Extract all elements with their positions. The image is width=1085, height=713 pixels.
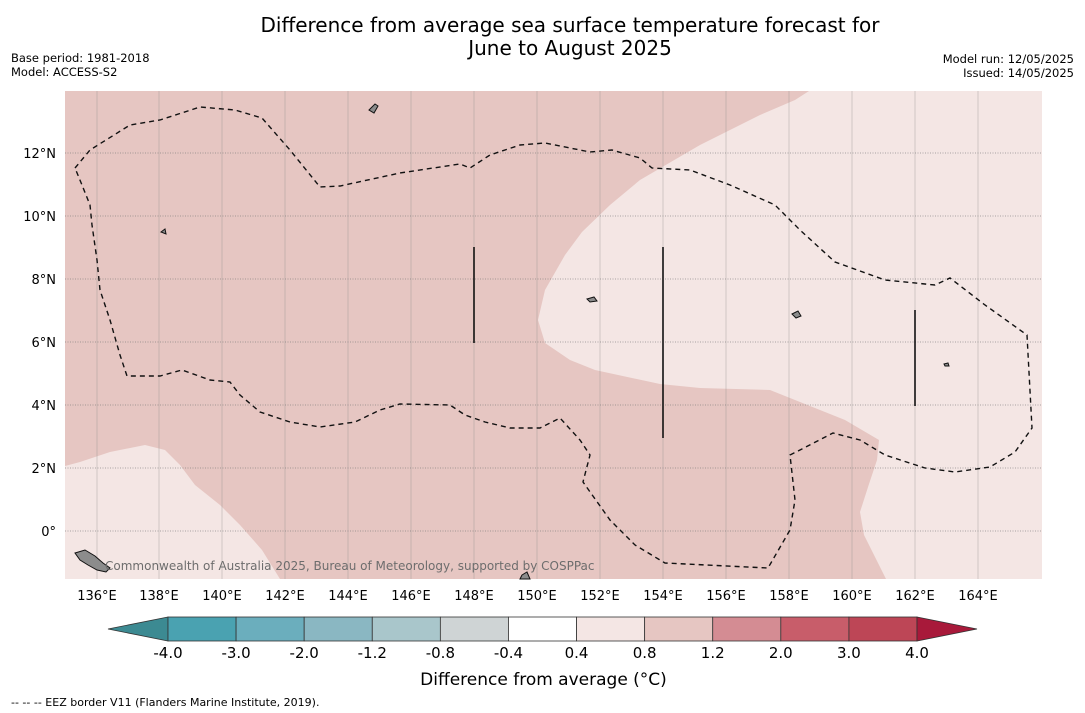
island-kosrae	[943, 362, 950, 367]
colorbar-segment	[576, 616, 646, 642]
colorbar-tick-label: -3.0	[221, 644, 250, 662]
colorbar-segment	[167, 616, 237, 642]
island-new-guinea-coast	[74, 549, 111, 573]
issued-date: Issued: 14/05/2025	[963, 66, 1074, 80]
lon-tick-138: 138°E	[139, 589, 179, 604]
colorbar-segment	[439, 616, 509, 642]
colorbar-tick-label: 1.2	[701, 644, 725, 662]
island-yap	[159, 228, 167, 235]
lon-tick-136: 136°E	[77, 589, 117, 604]
colorbar-segment	[644, 616, 714, 642]
colorbar-segment	[303, 616, 373, 642]
colorbar-tick-label: -1.2	[358, 644, 387, 662]
lon-tick-142: 142°E	[265, 589, 305, 604]
anomaly-region-light-west	[65, 445, 280, 579]
colorbar-tick-label: 0.8	[633, 644, 657, 662]
colorbar-segment	[712, 616, 782, 642]
lat-tick-8n: 8°N	[32, 273, 57, 288]
island-pohnpei	[791, 310, 802, 319]
island-manus	[519, 571, 531, 580]
anomaly-region-light-east	[538, 91, 1042, 579]
lon-tick-162: 162°E	[895, 589, 935, 604]
island-chuuk	[586, 296, 598, 303]
model-run: Model run: 12/05/2025	[942, 52, 1074, 66]
lon-tick-150: 150°E	[517, 589, 557, 604]
colorbar-tick-label: -0.4	[494, 644, 523, 662]
lon-tick-148: 148°E	[454, 589, 494, 604]
base-period: Base period: 1981-2018	[11, 51, 150, 65]
lat-gridlines	[65, 152, 1042, 532]
lon-tick-146: 146°E	[391, 589, 431, 604]
lon-tick-158: 158°E	[769, 589, 809, 604]
lat-tick-12n: 12°N	[23, 147, 56, 162]
lat-tick-6n: 6°N	[32, 336, 57, 351]
lon-tick-156: 156°E	[706, 589, 746, 604]
colorbar-tick-label: 4.0	[905, 644, 929, 662]
model-name: Model: ACCESS-S2	[11, 65, 118, 79]
lon-tick-144: 144°E	[328, 589, 368, 604]
colorbar-tick-label: 0.4	[565, 644, 589, 662]
colorbar-tick-label: -2.0	[290, 644, 319, 662]
lon-tick-140: 140°E	[202, 589, 242, 604]
colorbar-segment	[780, 616, 850, 642]
colorbar-tick-label: 3.0	[837, 644, 861, 662]
meta-right: Model run: 12/05/2025 Issued: 14/05/2025	[943, 52, 1074, 80]
colorbar-extend-high	[916, 616, 978, 642]
colorbar-title: Difference from average (°C)	[420, 670, 667, 690]
colorbar-tick-label: 2.0	[769, 644, 793, 662]
lat-tick-2n: 2°N	[32, 462, 57, 477]
credit-text: Commonwealth of Australia 2025, Bureau o…	[105, 559, 595, 573]
colorbar-segment	[371, 616, 441, 642]
colorbar-tick-label: -0.8	[426, 644, 455, 662]
lat-tick-4n: 4°N	[32, 399, 57, 414]
colorbar-tick-label: -4.0	[153, 644, 182, 662]
map-title: Difference from average sea surface temp…	[0, 14, 1085, 60]
gridlines	[96, 91, 979, 579]
title-line-1: Difference from average sea surface temp…	[260, 13, 880, 37]
lat-tick-10n: 10°N	[23, 210, 56, 225]
lon-tick-164: 164°E	[958, 589, 998, 604]
lon-tick-152: 152°E	[580, 589, 620, 604]
lon-tick-160: 160°E	[832, 589, 872, 604]
colorbar-extend-low	[107, 616, 169, 642]
colorbar-segment	[508, 616, 577, 642]
island-guam	[368, 103, 379, 114]
title-line-2: June to August 2025	[468, 36, 672, 60]
lat-tick-0: 0°	[41, 525, 56, 540]
colorbar-segment	[848, 616, 918, 642]
meta-left: Base period: 1981-2018 Model: ACCESS-S2	[11, 51, 150, 79]
eez-border-west	[74, 106, 1033, 569]
colorbar-segment	[235, 616, 305, 642]
lon-tick-154: 154°E	[643, 589, 683, 604]
eez-footnote: -- -- -- EEZ border V11 (Flanders Marine…	[11, 696, 320, 709]
